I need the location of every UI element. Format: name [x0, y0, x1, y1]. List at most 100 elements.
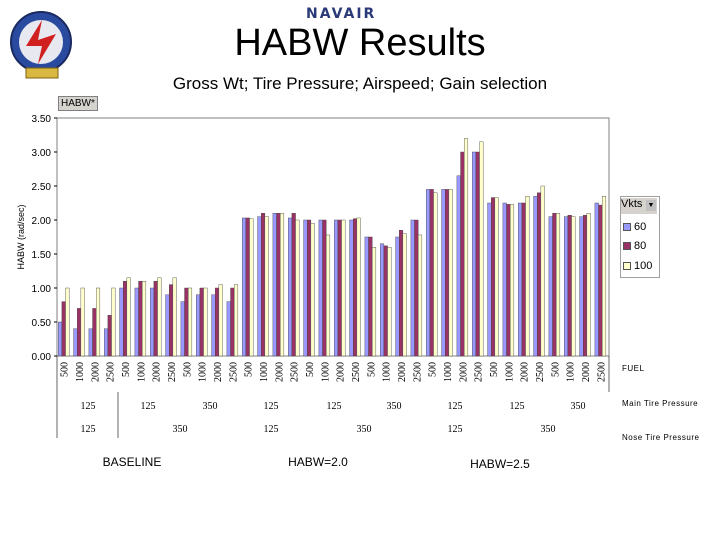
row-label-nose-tire: Nose Tire Pressure — [622, 433, 700, 442]
row-label-main-tire: Main Tire Pressure — [622, 399, 699, 408]
x-tick-label: 2500 — [474, 362, 485, 382]
bar-s80-8 — [184, 287, 189, 357]
bar-s100-0 — [65, 287, 70, 357]
bar-s100-28 — [494, 197, 499, 357]
bar-s100-30 — [525, 195, 530, 357]
x-tick-label: 500 — [428, 362, 439, 377]
legend-title[interactable]: Vkts ▼ — [621, 198, 657, 214]
x-tick-label: 1000 — [566, 362, 577, 382]
x-tick-label: 2500 — [167, 362, 178, 382]
main-tire-label: 125 — [448, 401, 463, 412]
y-tick-label: 3.50 — [32, 114, 52, 125]
bar-s100-31 — [540, 185, 545, 357]
bar-s60-11 — [226, 301, 231, 357]
x-tick-label: 2500 — [351, 362, 362, 382]
x-tick-label: 500 — [366, 362, 377, 377]
bar-s80-0 — [61, 301, 66, 357]
field-button-habw[interactable]: HABW* — [58, 96, 98, 111]
bar-s100-3 — [111, 287, 116, 357]
bar-s100-24 — [433, 192, 438, 357]
bar-s100-16 — [310, 223, 315, 357]
y-tick-label: 0.50 — [32, 318, 52, 329]
legend-label-100: 100 — [634, 260, 653, 272]
nose-tire-label: 350 — [173, 424, 188, 435]
bar-s60-34 — [579, 216, 584, 357]
bar-s80-30 — [521, 202, 526, 357]
dropdown-arrow-icon[interactable]: ▼ — [646, 200, 656, 211]
row-label-fuel: FUEL — [622, 364, 645, 373]
x-tick-label: 2500 — [535, 362, 546, 382]
y-tick-label: 2.50 — [32, 182, 52, 193]
bar-s80-32 — [552, 212, 557, 357]
bar-s100-4 — [126, 277, 131, 357]
bar-s60-30 — [518, 202, 523, 357]
bar-s80-11 — [230, 287, 235, 357]
bar-s60-18 — [334, 219, 339, 357]
bar-s60-22 — [395, 236, 400, 357]
bar-s60-0 — [58, 321, 63, 357]
bar-s100-20 — [371, 246, 377, 357]
bar-s80-10 — [215, 287, 220, 357]
bar-s60-13 — [257, 216, 262, 357]
bar-s80-31 — [537, 192, 542, 357]
bar-s80-27 — [475, 151, 480, 357]
x-tick-label: 500 — [489, 362, 500, 377]
y-tick-label: 0.00 — [32, 352, 52, 363]
nose-tire-label: 350 — [357, 424, 372, 435]
x-tick-label: 1000 — [259, 362, 270, 382]
bar-s80-15 — [291, 212, 296, 357]
bar-s80-4 — [123, 281, 128, 357]
legend-item-80: 80 — [623, 240, 646, 252]
main-tire-label: 125 — [264, 401, 279, 412]
brand-logo-text: NAVAIR — [306, 6, 377, 22]
bar-s100-26 — [463, 138, 469, 357]
legend-swatch-60 — [623, 223, 631, 231]
bar-s60-7 — [165, 294, 170, 357]
bar-s60-6 — [150, 287, 155, 357]
bar-s80-9 — [199, 287, 204, 357]
bar-s80-5 — [138, 281, 143, 357]
bar-s100-12 — [249, 218, 254, 357]
bar-s100-7 — [172, 277, 177, 357]
x-tick-label: 2000 — [274, 362, 285, 382]
nose-tire-label: 350 — [541, 424, 556, 435]
bar-s80-2 — [92, 308, 97, 357]
bar-s80-33 — [567, 215, 572, 357]
bar-s60-15 — [288, 217, 293, 357]
legend-label-80: 80 — [634, 240, 647, 252]
bar-s80-12 — [245, 217, 250, 357]
bar-s60-12 — [242, 217, 247, 357]
nose-tire-label: 125 — [264, 424, 279, 435]
bar-s100-22 — [402, 233, 407, 357]
main-tire-label: 350 — [571, 401, 586, 412]
bar-s100-21 — [387, 246, 392, 357]
x-tick-label: 2000 — [152, 362, 163, 382]
x-tick-label: 1000 — [198, 362, 209, 382]
bar-s100-29 — [509, 204, 515, 357]
bar-s100-6 — [157, 277, 162, 357]
bar-s60-9 — [196, 294, 201, 357]
y-tick-label: 3.00 — [32, 148, 52, 159]
bar-s100-9 — [203, 287, 208, 357]
bar-s80-21 — [383, 245, 388, 357]
bar-s80-29 — [506, 204, 511, 357]
x-tick-label: 1000 — [75, 362, 86, 382]
bar-s100-27 — [479, 141, 484, 357]
x-tick-label: 500 — [305, 362, 316, 377]
x-tick-label: 500 — [244, 362, 255, 377]
bar-s100-32 — [555, 212, 561, 357]
main-tire-label: 125 — [81, 401, 96, 412]
legend-swatch-100 — [623, 262, 631, 270]
bar-s80-20 — [368, 236, 373, 357]
x-tick-label: 1000 — [382, 362, 393, 382]
bar-s60-24 — [426, 189, 431, 357]
x-tick-label: 2500 — [228, 362, 239, 382]
bar-s60-32 — [548, 216, 553, 357]
x-tick-label: 1000 — [443, 362, 454, 382]
bar-s80-23 — [414, 219, 419, 357]
bar-s60-17 — [318, 219, 323, 357]
main-tire-label: 125 — [510, 401, 525, 412]
y-tick-label: 1.50 — [32, 250, 52, 261]
bar-s60-3 — [104, 328, 109, 357]
